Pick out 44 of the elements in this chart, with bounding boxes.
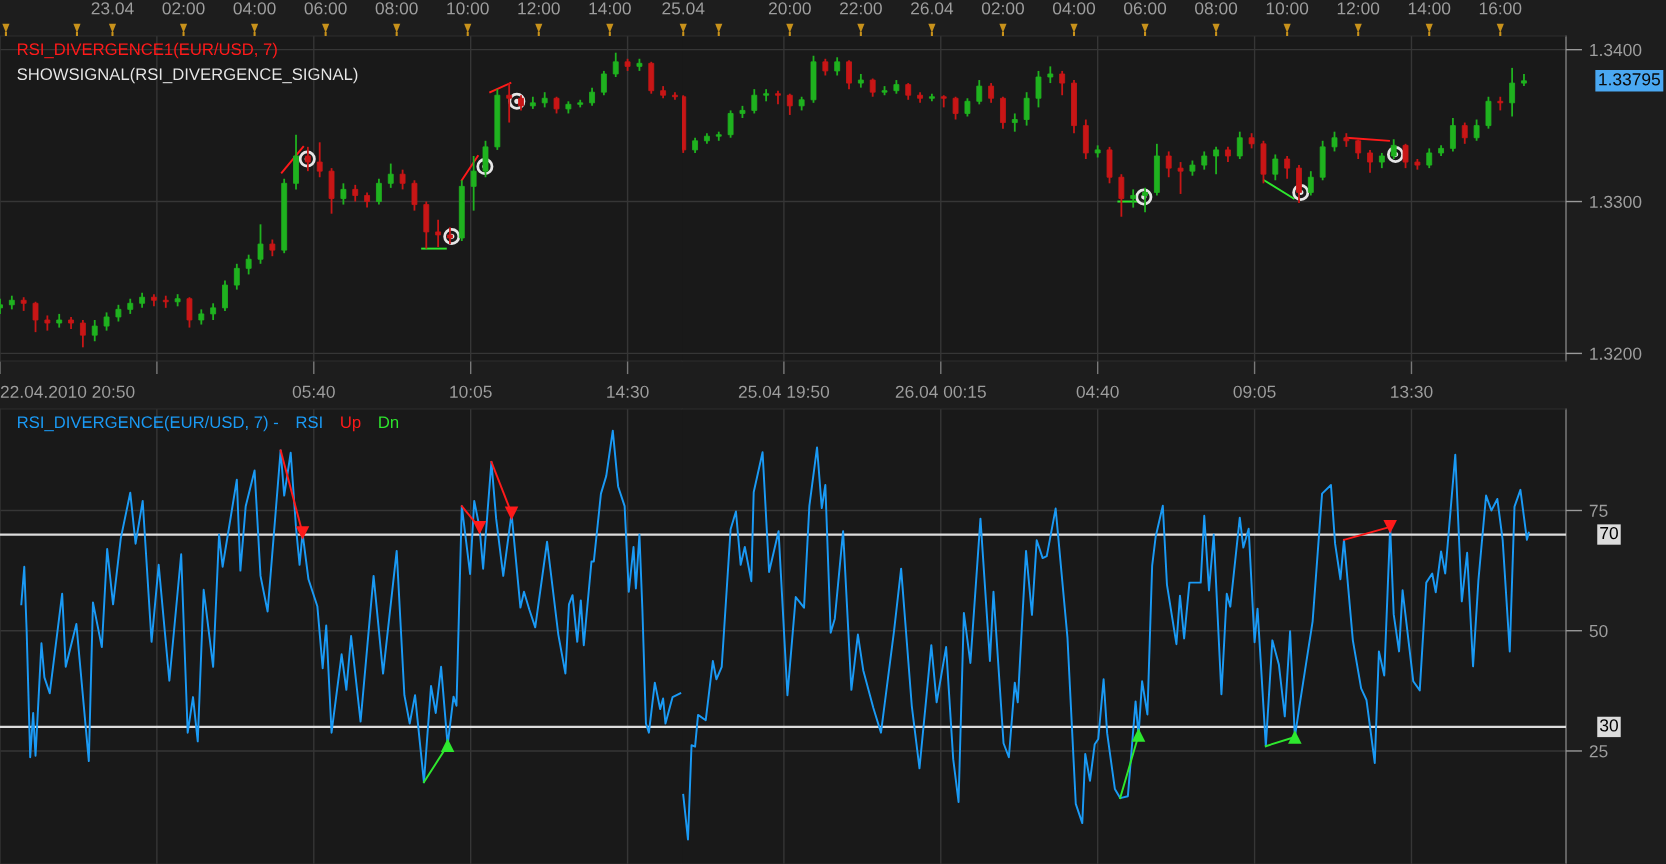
x2-tick-label: 10:00: [1266, 2, 1309, 15]
x-tick-label: 05:40: [292, 385, 335, 398]
x2-tick-label: 16:00: [1479, 2, 1522, 15]
x2-tick-label: 12:00: [1337, 2, 1380, 15]
x2-tick-label: 25.04: [662, 2, 705, 15]
x-tick-label: 13:30: [1391, 385, 1433, 398]
x2-tick-label: 08:00: [375, 2, 418, 15]
text: RSI_DIVERGENCE1(EUR/USD, 7): [18, 42, 277, 59]
series-label: RSI: [296, 416, 322, 429]
ref-line-label: 70: [1600, 526, 1618, 540]
x-tick-label: 25.04 19:50: [738, 385, 830, 398]
x-tick-label: 09:05: [1233, 385, 1276, 398]
text: Up: [341, 416, 361, 432]
x-tick-label: 22.04.2010 20:50: [0, 385, 135, 398]
y-tick-label: 75: [1589, 504, 1608, 517]
y-tick-label: 1.3300: [1590, 195, 1642, 208]
x2-tick-label: 02:00: [162, 2, 205, 15]
x2-tick-label: 14:00: [589, 2, 631, 15]
x2-tick-label: 04:00: [233, 2, 276, 15]
ref-line-label: 30: [1600, 719, 1618, 732]
x2-tick-label: 06:00: [304, 2, 347, 15]
y-tick-label: 25: [1589, 745, 1608, 758]
x-tick-label: 14:30: [607, 385, 649, 398]
text: 1.33795: [1599, 73, 1660, 86]
x-tick-label: 04:40: [1076, 385, 1119, 398]
x2-tick-label: 06:00: [1124, 2, 1167, 15]
x-tick-label: 26.04 00:15: [895, 385, 986, 398]
x2-tick-label: 14:00: [1408, 2, 1451, 15]
y-tick-label: 50: [1589, 624, 1608, 638]
x2-tick-label: 26.04: [911, 2, 954, 15]
x2-tick-label: 04:00: [1052, 2, 1096, 15]
x2-tick-label: 12:00: [518, 2, 560, 15]
x2-tick-label: 23.04: [91, 2, 134, 15]
x2-tick-label: 10:00: [447, 2, 489, 15]
text: SHOWSIGNAL(RSI_DIVERGENCE_SIGNAL): [17, 67, 358, 84]
y-tick-label: 1.3200: [1590, 347, 1642, 360]
x2-tick-label: 08:00: [1195, 2, 1238, 15]
x2-tick-label: 20:00: [768, 2, 811, 15]
x2-tick-label: 22:00: [840, 2, 882, 15]
text: Dn: [379, 416, 399, 428]
x2-tick-label: 02:00: [981, 2, 1024, 15]
y-tick-label: 1.3400: [1590, 43, 1642, 57]
chart-title: RSI_DIVERGENCE(EUR/USD, 7) -: [18, 415, 278, 432]
x-tick-label: 10:05: [450, 385, 492, 398]
